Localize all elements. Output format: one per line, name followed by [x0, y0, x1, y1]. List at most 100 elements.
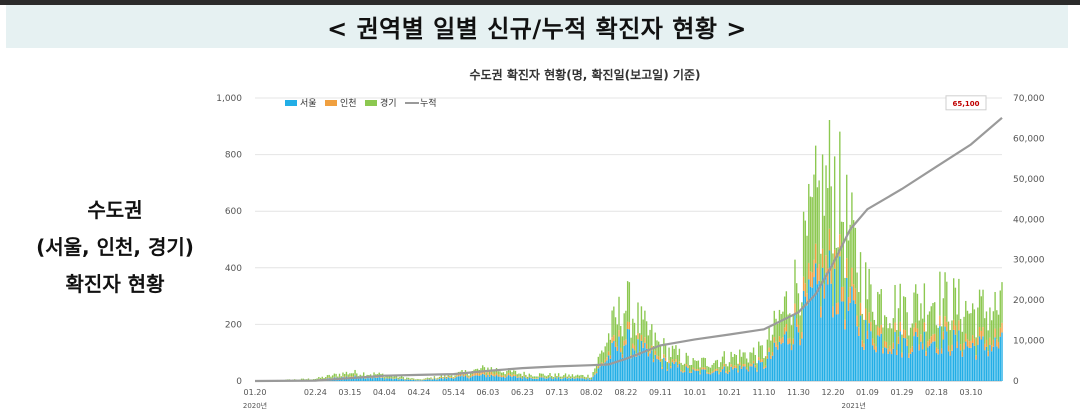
bar-seoul — [478, 375, 480, 381]
bar-incheon — [456, 375, 458, 377]
bar-gyeonggi — [947, 321, 950, 346]
bar-gyeonggi — [359, 374, 361, 378]
bar-gyeonggi — [464, 370, 467, 374]
bar-gyeonggi — [526, 376, 529, 379]
page-header: < 권역별 일별 신규/누적 확진자 현황 > — [6, 5, 1068, 48]
bar-incheon — [633, 345, 636, 351]
bar-seoul — [661, 369, 663, 381]
bar-gyeonggi — [737, 363, 739, 371]
bar-gyeonggi — [946, 281, 948, 322]
bar-incheon — [620, 347, 622, 353]
bar-incheon — [880, 324, 882, 334]
bar-seoul — [628, 329, 631, 381]
bar-gyeonggi — [561, 376, 563, 379]
bar-gyeonggi — [728, 362, 731, 371]
bar-incheon — [965, 333, 967, 342]
bar-seoul — [356, 377, 358, 381]
bar-seoul — [666, 370, 669, 381]
bar-incheon — [530, 377, 532, 379]
bar-incheon — [564, 376, 567, 378]
bar-incheon — [540, 376, 543, 378]
bar-gyeonggi — [996, 310, 998, 340]
bar-seoul — [568, 377, 570, 381]
legend-label: 서울 — [300, 98, 317, 109]
bar-incheon — [865, 308, 867, 321]
bar-seoul — [701, 369, 703, 381]
bar-gyeonggi — [423, 378, 425, 380]
bar-incheon — [809, 271, 812, 287]
bar-seoul — [782, 342, 784, 381]
bar-gyeonggi — [652, 346, 655, 360]
bar-seoul — [476, 375, 479, 381]
bar-gyeonggi — [851, 192, 853, 268]
bar-gyeonggi — [664, 343, 667, 358]
bar-incheon — [937, 349, 939, 355]
bar-seoul — [639, 355, 641, 381]
bar-gyeonggi — [411, 378, 413, 380]
bar-incheon — [426, 378, 429, 380]
bar-seoul — [978, 336, 981, 381]
bar-seoul — [759, 362, 762, 381]
x-tick-label: 06.23 — [511, 388, 534, 397]
bar-incheon — [982, 327, 984, 337]
bar-gyeonggi — [354, 369, 356, 375]
bar-gyeonggi — [790, 325, 793, 346]
x-tick-label: 08.22 — [614, 388, 637, 397]
bar-seoul — [554, 377, 556, 381]
bar-incheon — [335, 376, 337, 378]
bar-seoul — [902, 337, 905, 381]
bar-seoul — [858, 335, 860, 381]
bar-incheon — [385, 377, 387, 379]
bar-gyeonggi — [557, 373, 560, 377]
bar-incheon — [375, 377, 377, 378]
bar-gyeonggi — [564, 373, 567, 377]
bar-gyeonggi — [328, 374, 330, 378]
bar-seoul — [814, 263, 817, 381]
bar-incheon — [381, 376, 384, 378]
bar-gyeonggi — [949, 330, 951, 351]
bar-seoul — [538, 377, 541, 381]
bar-incheon — [606, 357, 608, 361]
bar-incheon — [763, 366, 765, 369]
bar-gyeonggi — [887, 328, 889, 349]
bar-seoul — [352, 377, 355, 381]
bar-seoul — [682, 372, 684, 381]
bar-incheon — [970, 340, 972, 348]
bar-seoul — [790, 350, 793, 381]
bar-gyeonggi — [959, 318, 962, 345]
bar-seoul — [485, 377, 487, 381]
bar-seoul — [982, 336, 984, 381]
bar-incheon — [594, 373, 596, 375]
bar-seoul — [519, 377, 522, 381]
bar-seoul — [502, 376, 505, 381]
bar-seoul — [454, 377, 456, 381]
bar-seoul — [406, 379, 408, 381]
bar-gyeonggi — [563, 375, 565, 378]
bar-seoul — [357, 378, 360, 381]
bar-incheon — [871, 338, 874, 346]
bar-incheon — [858, 327, 860, 336]
bar-gyeonggi — [940, 326, 943, 349]
bar-seoul — [495, 375, 498, 381]
x-tick-label: 04.04 — [373, 388, 396, 397]
bar-gyeonggi — [713, 362, 715, 371]
bar-gyeonggi — [532, 376, 534, 379]
bar-gyeonggi — [877, 291, 879, 327]
bar-gyeonggi — [442, 376, 444, 379]
bar-incheon — [887, 348, 889, 354]
bar-gyeonggi — [599, 353, 601, 365]
bar-gyeonggi — [756, 363, 758, 371]
bar-incheon — [333, 376, 336, 378]
bar-incheon — [425, 379, 427, 380]
bar-seoul — [464, 375, 467, 381]
bar-gyeonggi — [932, 303, 934, 335]
bar-gyeonggi — [901, 334, 903, 353]
bar-seoul — [761, 361, 763, 381]
bar-incheon — [890, 348, 893, 355]
bar-seoul — [601, 364, 603, 381]
bar-incheon — [759, 359, 762, 363]
bar-gyeonggi — [342, 372, 344, 376]
bar-incheon — [616, 346, 618, 352]
bar-seoul — [366, 378, 368, 381]
bar-seoul — [597, 368, 599, 381]
